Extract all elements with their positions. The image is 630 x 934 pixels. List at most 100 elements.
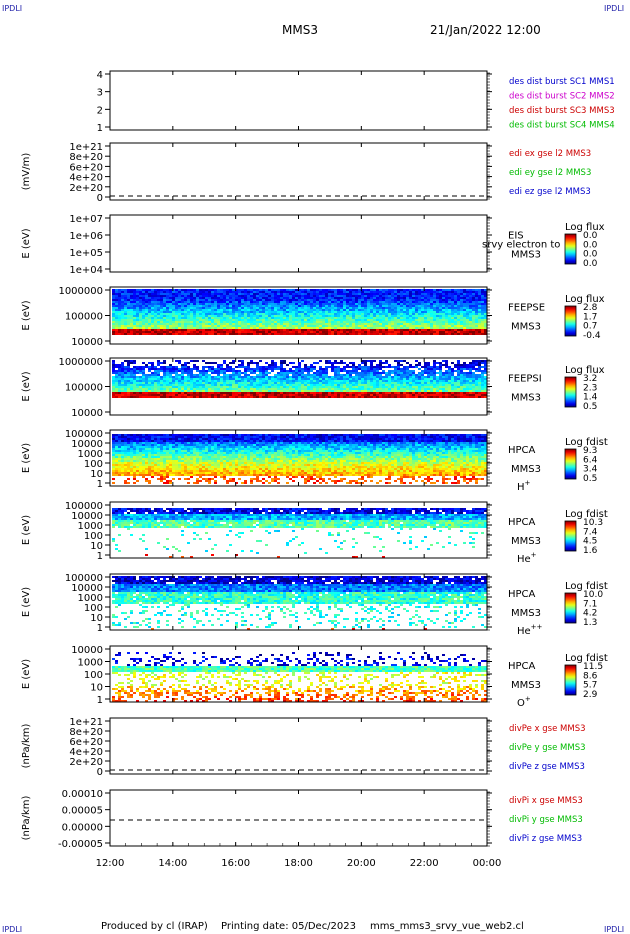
panel1-legend-entry: des dist burst SC1 MMS1 (509, 77, 615, 87)
panel2-legend-entry: edi ey gse l2 MMS3 (509, 168, 591, 178)
panel8-ytick-label: 100000 (65, 573, 103, 584)
panel7-ytick-label: 1 (97, 551, 103, 562)
panel8-spectrogram (112, 576, 487, 630)
panel3-ylabel: E (eV) (21, 228, 32, 258)
panel8-spacecraft-label: MMS3 (511, 608, 541, 619)
footer-script-name: mms_mms3_srvy_vue_web2.cl (370, 921, 524, 932)
panel4-spacecraft-label: MMS3 (511, 322, 541, 333)
panel10-legend-entry: divPe z gse MMS3 (509, 762, 585, 772)
panel3-colorbar-tick: 0.0 (583, 250, 598, 260)
panel1-frame (109, 70, 488, 131)
panel11-ytick-label: 0.00005 (62, 806, 103, 817)
panel6-colorbar-tick: 9.3 (583, 446, 597, 456)
panel6-colorbar-tick: 3.4 (583, 465, 598, 475)
panel1-legend-entry: des dist burst SC4 MMS4 (509, 121, 615, 131)
panel7-ytick-label: 10000 (71, 511, 103, 522)
panel9-ytick-label: 1000 (78, 658, 103, 669)
panel2-ytick-label: 1e+21 (69, 142, 103, 153)
panel1-group: 4 3 2 1 des dist burst SC1 MMS1 des dist burs… (97, 70, 615, 134)
panel6-ytick-label: 100 (84, 459, 103, 470)
panel8-instrument-label: HPCA (508, 589, 536, 600)
footer-printing-date: Printing date: 05/Dec/2023 (221, 921, 357, 932)
panel3-ytick-label: 1e+06 (69, 231, 103, 242)
panel11-ytick-label: 0.00000 (62, 822, 103, 833)
panel3-spacecraft-label: MMS3 (511, 250, 541, 261)
panel11-ylabel: (nPa/km) (21, 796, 32, 841)
panel3-colorbar-tick: 0.0 (583, 240, 598, 250)
panel1-ytick-label: 2 (97, 105, 103, 116)
panel1-legend-entry: des dist burst SC3 MMS3 (509, 106, 615, 116)
panel4-ytick-label: 100000 (65, 312, 103, 323)
panel10-ytick-label: 1e+21 (69, 717, 103, 728)
panel11-legend-entry: divPi y gse MMS3 (509, 815, 583, 825)
panel8-ytick-label: 1 (97, 623, 103, 634)
panel5-colorbar-tick: 0.5 (583, 402, 597, 412)
panel1-ytick-label: 4 (97, 70, 103, 81)
panel3-frame (109, 214, 488, 273)
panel6-species-label: H+ (517, 479, 531, 493)
panel4-colorbar-tick: 1.7 (583, 312, 597, 322)
panel8-colorbar-title: Log fdist (565, 581, 608, 592)
panel5-ytick-label: 100000 (65, 383, 103, 394)
panel6-ytick-label: 100000 (65, 429, 103, 440)
panel3-ytick-label: 1e+04 (69, 265, 103, 276)
panel8-colorbar-tick: 1.3 (583, 618, 597, 628)
xtick-label: 16:00 (221, 858, 250, 869)
panel6-colorbar (564, 448, 577, 480)
panel6-colorbar-title: Log fdist (565, 437, 608, 448)
panel5-colorbar-tick: 2.3 (583, 383, 597, 393)
datetime-title: 21/Jan/2022 12:00 (430, 23, 541, 37)
panel5-spacecraft-label: MMS3 (511, 393, 541, 404)
xtick-label: 20:00 (347, 858, 376, 869)
panel2-ytick-label: 4e+20 (69, 173, 103, 184)
panel6-spacecraft-label: MMS3 (511, 464, 541, 475)
panel5-group: 1000000 100000 10000 E (eV) FEEPSI MMS3 Log fl… (21, 357, 605, 419)
panel4-colorbar (564, 305, 577, 337)
panel2-ytick-label: 2e+20 (69, 183, 103, 194)
panel8-species-label: He++ (517, 623, 543, 637)
panel11-frame (109, 789, 488, 847)
corner-tag-top-right: IPDLI (604, 4, 625, 13)
panel8-colorbar-tick: 7.1 (583, 599, 597, 609)
panel11-group: 0.00010 0.00005 0.00000 -0.00005 (nPa/km) div… (21, 789, 583, 850)
xtick-label: 14:00 (158, 858, 187, 869)
panel11-legend-entry: divPi x gse MMS3 (509, 796, 583, 806)
corner-tag-bottom-right: IPDLI (604, 925, 625, 934)
panel7-colorbar-tick: 10.3 (583, 518, 603, 528)
panel6-ytick-label: 1000 (78, 449, 103, 460)
panel9-colorbar-tick: 5.7 (583, 681, 597, 691)
panel7-ylabel: E (eV) (21, 515, 32, 545)
panel9-colorbar-tick: 8.6 (583, 671, 598, 681)
panel9-ytick-label: 10000 (71, 645, 103, 656)
panel11-ytick-label: -0.00005 (58, 839, 103, 850)
panel5-spectrogram (112, 360, 487, 398)
panel5-ylabel: E (eV) (21, 371, 32, 401)
panel5-colorbar (564, 376, 577, 408)
panel9-ytick-label: 1 (97, 695, 103, 706)
panel3-colorbar-title: Log flux (565, 222, 605, 233)
panel8-colorbar-tick: 10.0 (583, 590, 603, 600)
panel8-colorbar-tick: 4.2 (583, 609, 597, 619)
panel6-ytick-label: 1 (97, 479, 103, 490)
panel10-ytick-label: 4e+20 (69, 747, 103, 758)
panel10-legend-entry: divPe y gse MMS3 (509, 743, 586, 753)
panel7-colorbar-tick: 7.4 (583, 527, 598, 537)
panel6-colorbar-tick: 6.4 (583, 455, 598, 465)
panel7-species-label: He+ (517, 551, 537, 565)
panel10-ytick-label: 8e+20 (69, 727, 103, 738)
panel3-ytick-label: 1e+05 (69, 248, 103, 259)
panel9-spectrogram (112, 652, 487, 702)
panel2-legend-entry: edi ez gse l2 MMS3 (509, 187, 591, 197)
panel7-colorbar-title: Log fdist (565, 509, 608, 520)
panel8-ytick-label: 10 (90, 613, 103, 624)
xtick-label: 00:00 (473, 858, 502, 869)
panel7-colorbar-tick: 4.5 (583, 537, 597, 547)
panel6-ytick-label: 10 (90, 469, 103, 480)
panel7-ytick-label: 10 (90, 541, 103, 552)
panel2-frame (109, 142, 488, 201)
